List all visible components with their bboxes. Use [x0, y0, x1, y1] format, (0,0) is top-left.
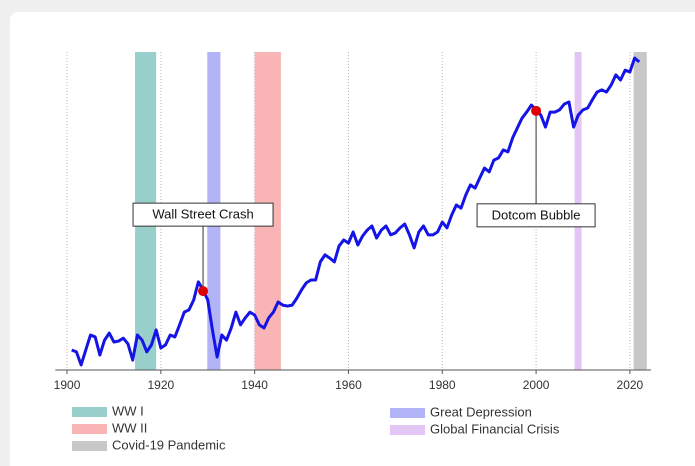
legend-label: Great Depression [430, 404, 532, 419]
x-tick-label: 1960 [335, 378, 362, 392]
legend-label: WW II [112, 420, 147, 435]
legend-swatch [390, 408, 425, 418]
annotation-box [476, 203, 596, 228]
annotation-box [132, 202, 274, 227]
annotation-text: Dotcom Bubble [492, 207, 581, 222]
x-tick-label: 2000 [523, 378, 550, 392]
card [10, 12, 695, 466]
x-tick-label: 1980 [429, 378, 456, 392]
x-tick-label: 2020 [617, 378, 644, 392]
legend-label: Covid-19 Pandemic [112, 437, 226, 452]
x-tick-label: 1920 [147, 378, 174, 392]
legend-swatch [72, 407, 107, 417]
annotation-text: Wall Street Crash [152, 207, 253, 222]
annotation-point [531, 105, 542, 116]
x-tick-label: 1900 [54, 378, 81, 392]
legend-label: WW I [112, 403, 144, 418]
annotation-point [198, 286, 209, 297]
legend-swatch [72, 424, 107, 434]
event-band [633, 52, 647, 370]
x-tick-label: 1940 [241, 378, 268, 392]
legend-swatch [72, 441, 107, 451]
legend-swatch [390, 425, 425, 435]
legend-label: Global Financial Crisis [430, 421, 560, 436]
series-line [71, 56, 641, 367]
